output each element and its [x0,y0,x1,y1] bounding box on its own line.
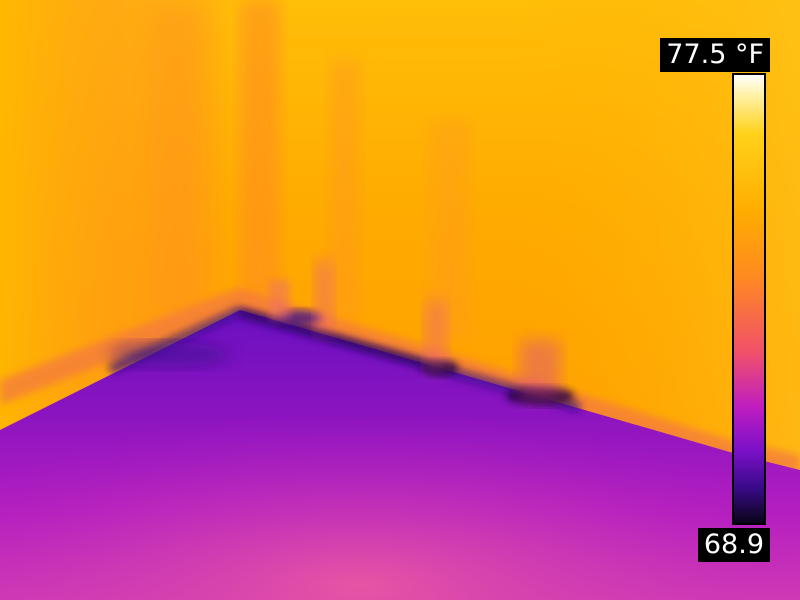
min-temperature-label: 68.9 [697,528,770,562]
max-temperature-label: 77.5 °F [660,38,770,72]
temperature-scale-bar [732,73,766,525]
